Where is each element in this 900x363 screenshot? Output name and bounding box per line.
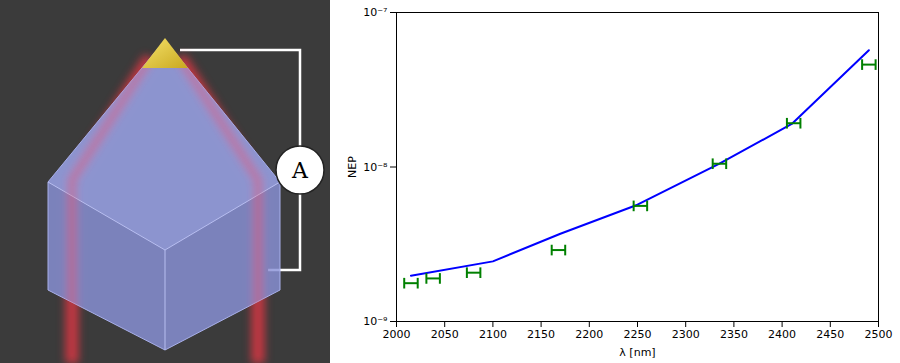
svg-text:2400: 2400: [768, 328, 796, 341]
svg-text:2500: 2500: [865, 328, 893, 341]
svg-text:NEP: NEP: [346, 156, 359, 178]
svg-text:2000: 2000: [383, 328, 411, 341]
svg-text:A: A: [291, 158, 309, 183]
svg-text:2450: 2450: [816, 328, 844, 341]
svg-text:2200: 2200: [575, 328, 603, 341]
svg-text:2150: 2150: [527, 328, 555, 341]
svg-text:2100: 2100: [479, 328, 507, 341]
svg-text:2050: 2050: [431, 328, 459, 341]
svg-text:10⁻⁸: 10⁻⁸: [363, 161, 388, 174]
svg-text:2300: 2300: [672, 328, 700, 341]
svg-text:2350: 2350: [720, 328, 748, 341]
svg-text:10⁻⁹: 10⁻⁹: [363, 315, 387, 328]
svg-text:λ [nm]: λ [nm]: [619, 346, 655, 359]
svg-text:10⁻⁷: 10⁻⁷: [363, 6, 387, 19]
svg-text:2250: 2250: [624, 328, 652, 341]
